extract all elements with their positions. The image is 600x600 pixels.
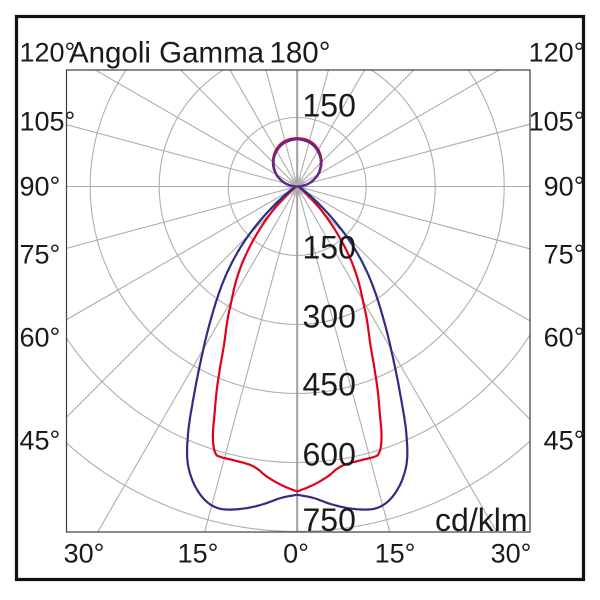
gamma-label-bottom: 15° [178,539,219,569]
gamma-label-left: 45° [20,426,61,456]
gamma-label-left: 60° [20,323,61,353]
gamma-label-bottom: 30° [491,539,532,569]
grid-ray [66,70,415,418]
gamma-label-right: 45° [544,426,585,456]
outer-frame-border [14,14,586,582]
chart-title: Angoli Gamma [69,37,265,70]
gamma-label-left: 75° [20,240,61,270]
upper-lobe-overlap-curve [272,138,322,188]
gamma-label-bottom: 30° [64,539,105,569]
gamma-label-right: 90° [544,172,585,202]
radial-tick-label-top: 150 [303,88,356,124]
gamma-label-bottom: 0° [283,539,309,569]
gamma-label-bottom: 15° [375,539,416,569]
grid-ray [179,70,530,421]
photometric-curves [186,137,409,511]
zenith-180-label: 180° [269,37,330,70]
blue-photometric-curve [186,138,409,511]
radial-tick-label: 750 [303,502,356,538]
gamma-label-right: 105° [529,107,585,137]
axis-labels: Angoli Gamma 180° cd/klm 120° 105° 90° 75° 6… [20,37,585,569]
gamma-label-left: 120° [20,38,76,68]
radial-tick-label: 150 [303,230,356,266]
gamma-label-right: 120° [529,38,585,68]
plot-area-border [65,69,531,533]
gamma-label-right: 60° [544,323,585,353]
gamma-label-left: 105° [20,107,76,137]
radial-tick-label: 450 [303,367,356,403]
unit-label: cd/klm [435,502,527,538]
radial-tick-label: 300 [303,299,356,335]
grid-circle [66,440,530,532]
gamma-label-right: 75° [544,240,585,270]
gamma-label-left: 90° [20,172,61,202]
radial-tick-label: 600 [303,437,356,473]
